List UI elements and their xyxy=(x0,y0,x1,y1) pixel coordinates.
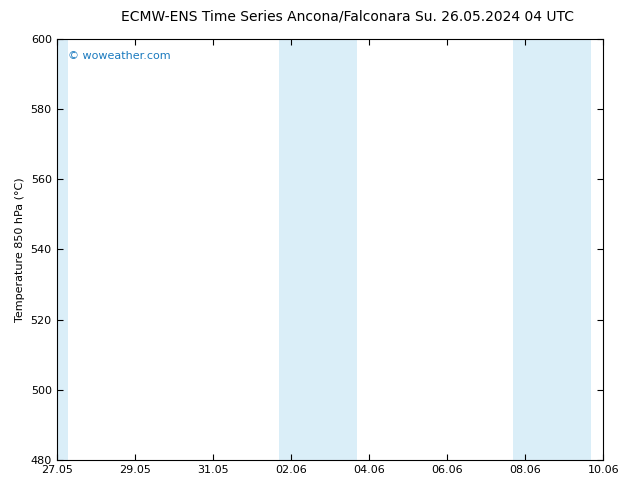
Text: © woweather.com: © woweather.com xyxy=(68,51,170,61)
Bar xyxy=(318,39,357,460)
Bar xyxy=(279,39,318,460)
Bar xyxy=(514,39,552,460)
Text: Su. 26.05.2024 04 UTC: Su. 26.05.2024 04 UTC xyxy=(415,10,574,24)
Bar xyxy=(552,39,592,460)
Text: ECMW-ENS Time Series Ancona/Falconara: ECMW-ENS Time Series Ancona/Falconara xyxy=(122,10,411,24)
Bar xyxy=(56,39,68,460)
Y-axis label: Temperature 850 hPa (°C): Temperature 850 hPa (°C) xyxy=(15,177,25,321)
